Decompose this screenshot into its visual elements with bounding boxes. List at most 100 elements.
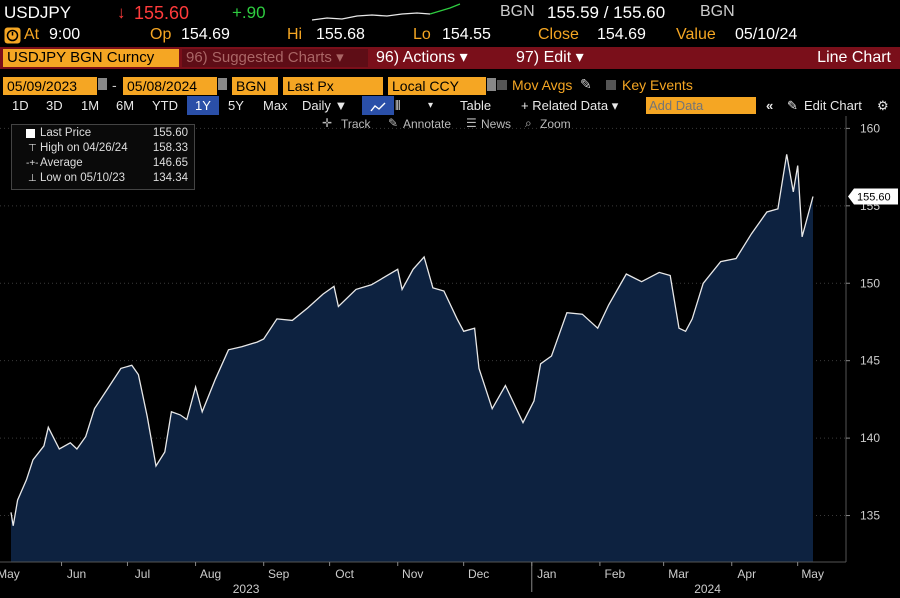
legend-item-last-price[interactable]: Last Price 155.60 bbox=[12, 126, 194, 141]
chevron-down-icon[interactable] bbox=[487, 78, 496, 91]
currency-selector[interactable]: Local CCY bbox=[388, 77, 486, 95]
chart-tools: ✛ Track ✎ Annotate ☰ News ⌕ Zoom bbox=[0, 116, 900, 132]
x-tick-label: May bbox=[801, 567, 824, 581]
crosshair-icon[interactable]: ✛ bbox=[322, 116, 333, 130]
toolbar: 1D 3D 1M 6M YTD 1Y 5Y Max Daily ▼ ⫴ ▾ Ta… bbox=[0, 96, 900, 116]
last-price-marker: 155.60 bbox=[848, 188, 898, 205]
close-label: Close bbox=[538, 26, 579, 43]
x-tick-label: Nov bbox=[402, 567, 423, 581]
square-icon bbox=[26, 129, 35, 138]
price-change: +.90 bbox=[232, 3, 266, 22]
chart-type-label: Line Chart bbox=[817, 49, 891, 66]
suggested-charts-button[interactable]: 96) Suggested Charts ▾ bbox=[182, 49, 368, 67]
pencil-icon[interactable]: ✎ bbox=[388, 116, 399, 130]
legend-item-low[interactable]: ⊥ Low on 05/10/23 134.34 bbox=[12, 171, 194, 186]
legend-value: 134.34 bbox=[152, 172, 188, 184]
legend-value: 155.60 bbox=[152, 127, 188, 139]
x-tick-label: Jun bbox=[67, 567, 86, 581]
x-tick-label: Dec bbox=[468, 567, 489, 581]
zoom-icon[interactable]: ⌕ bbox=[525, 116, 532, 130]
legend-name: High on 04/26/24 bbox=[40, 142, 128, 154]
at-label: At bbox=[24, 26, 40, 43]
ticker-symbol[interactable]: USDJPY bbox=[4, 3, 72, 22]
y-tick-label: 160 bbox=[860, 121, 880, 135]
key-events-label[interactable]: Key Events bbox=[622, 77, 693, 93]
open-value: 154.69 bbox=[181, 26, 230, 43]
key-events-checkbox[interactable] bbox=[606, 80, 616, 90]
chevron-down-icon[interactable]: ▾ bbox=[428, 100, 434, 111]
x-tick-label: Mar bbox=[668, 567, 689, 581]
add-data-input[interactable] bbox=[646, 97, 756, 114]
mov-avgs-label[interactable]: Mov Avgs bbox=[512, 77, 573, 93]
end-date-field[interactable]: 05/08/2024 bbox=[123, 77, 217, 95]
y-tick-label: 145 bbox=[860, 354, 880, 368]
line-chart-icon[interactable] bbox=[362, 96, 394, 115]
last-price: 155.60 bbox=[134, 3, 190, 23]
x-tick-label: May bbox=[0, 567, 20, 581]
value-label: Value bbox=[676, 26, 716, 43]
ticker-header: USDJPY ↓ 155.60 +.90 BGN 155.59 / 155.60… bbox=[0, 0, 900, 24]
period-6m[interactable]: 6M bbox=[116, 98, 135, 113]
period-3d[interactable]: 3D bbox=[46, 98, 63, 113]
news-icon[interactable]: ☰ bbox=[466, 116, 477, 130]
table-button[interactable]: Table bbox=[460, 98, 492, 113]
legend-name: Low on 05/10/23 bbox=[40, 172, 126, 184]
x-year-label: 2024 bbox=[694, 582, 721, 596]
period-1y[interactable]: 1Y bbox=[187, 96, 219, 115]
close-value: 154.69 bbox=[597, 26, 646, 43]
legend-value: 146.65 bbox=[152, 157, 188, 169]
period-1d[interactable]: 1D bbox=[12, 98, 29, 113]
legend-value: 158.33 bbox=[152, 142, 188, 154]
track-tool[interactable]: Track bbox=[341, 117, 371, 131]
high-value: 155.68 bbox=[316, 26, 365, 43]
gear-icon[interactable]: ⚙ bbox=[877, 98, 889, 113]
calendar-icon[interactable] bbox=[218, 78, 227, 90]
quote-bar: At 9:00 Op 154.69 Hi 155.68 Lo 154.55 Cl… bbox=[0, 24, 900, 46]
at-value: 9:00 bbox=[49, 26, 81, 43]
mov-avgs-checkbox[interactable] bbox=[497, 80, 507, 90]
pencil-icon[interactable]: ✎ bbox=[787, 98, 798, 113]
annotate-tool[interactable]: Annotate bbox=[403, 117, 452, 131]
high-label: Hi bbox=[287, 26, 303, 43]
field-selector[interactable]: Last Px bbox=[283, 77, 383, 95]
y-tick-label: 135 bbox=[860, 509, 880, 523]
x-axis: May Jun Jul Aug Sep Oct Nov Dec Jan Feb Mar Apr May 2… bbox=[0, 562, 824, 596]
price-line bbox=[10, 154, 814, 526]
bid-ask: 155.59 / 155.60 bbox=[547, 3, 666, 22]
x-year-label: 2023 bbox=[233, 582, 260, 596]
start-date-field[interactable]: 05/09/2023 bbox=[3, 77, 97, 95]
edit-menu[interactable]: 97) Edit ▾ bbox=[516, 49, 584, 66]
related-data-button[interactable]: + Related Data ▾ bbox=[521, 98, 619, 113]
open-label: Op bbox=[150, 26, 172, 43]
settings-bar: 05/09/2023 - 05/08/2024 BGN Last Px Loca… bbox=[0, 75, 900, 97]
legend-item-average[interactable]: -+- Average 146.65 bbox=[12, 156, 194, 171]
chart-legend: Last Price 155.60 ⊤ High on 04/26/24 158… bbox=[11, 124, 195, 190]
frequency-dropdown[interactable]: Daily ▼ bbox=[302, 98, 348, 113]
last-price-label: 155.60 bbox=[857, 192, 891, 204]
collapse-icon[interactable]: « bbox=[766, 98, 774, 113]
news-tool[interactable]: News bbox=[481, 117, 512, 131]
edit-chart-button[interactable]: Edit Chart bbox=[804, 98, 862, 113]
period-ytd[interactable]: YTD bbox=[152, 98, 178, 113]
high-marker-icon: ⊤ bbox=[28, 143, 37, 154]
y-tick-label: 150 bbox=[860, 276, 880, 290]
average-marker-icon: -+- bbox=[26, 158, 39, 169]
zoom-tool[interactable]: Zoom bbox=[540, 117, 571, 131]
period-max[interactable]: Max bbox=[263, 98, 288, 113]
source-field[interactable]: BGN bbox=[232, 77, 278, 95]
sparkline bbox=[312, 3, 461, 21]
legend-item-high[interactable]: ⊤ High on 04/26/24 158.33 bbox=[12, 141, 194, 156]
x-tick-label: Aug bbox=[200, 567, 221, 581]
actions-menu[interactable]: 96) Actions ▾ bbox=[376, 49, 468, 66]
down-arrow-icon: ↓ bbox=[117, 3, 126, 22]
low-label: Lo bbox=[413, 26, 431, 43]
security-field[interactable]: USDJPY BGN Curncy bbox=[3, 49, 179, 67]
period-1m[interactable]: 1M bbox=[81, 98, 100, 113]
bar-chart-icon[interactable]: ⫴ bbox=[395, 98, 401, 113]
period-5y[interactable]: 5Y bbox=[228, 98, 244, 113]
low-value: 154.55 bbox=[442, 26, 491, 43]
pencil-icon[interactable]: ✎ bbox=[580, 76, 592, 92]
source-label-1: BGN bbox=[500, 3, 535, 20]
calendar-icon[interactable] bbox=[98, 78, 107, 90]
